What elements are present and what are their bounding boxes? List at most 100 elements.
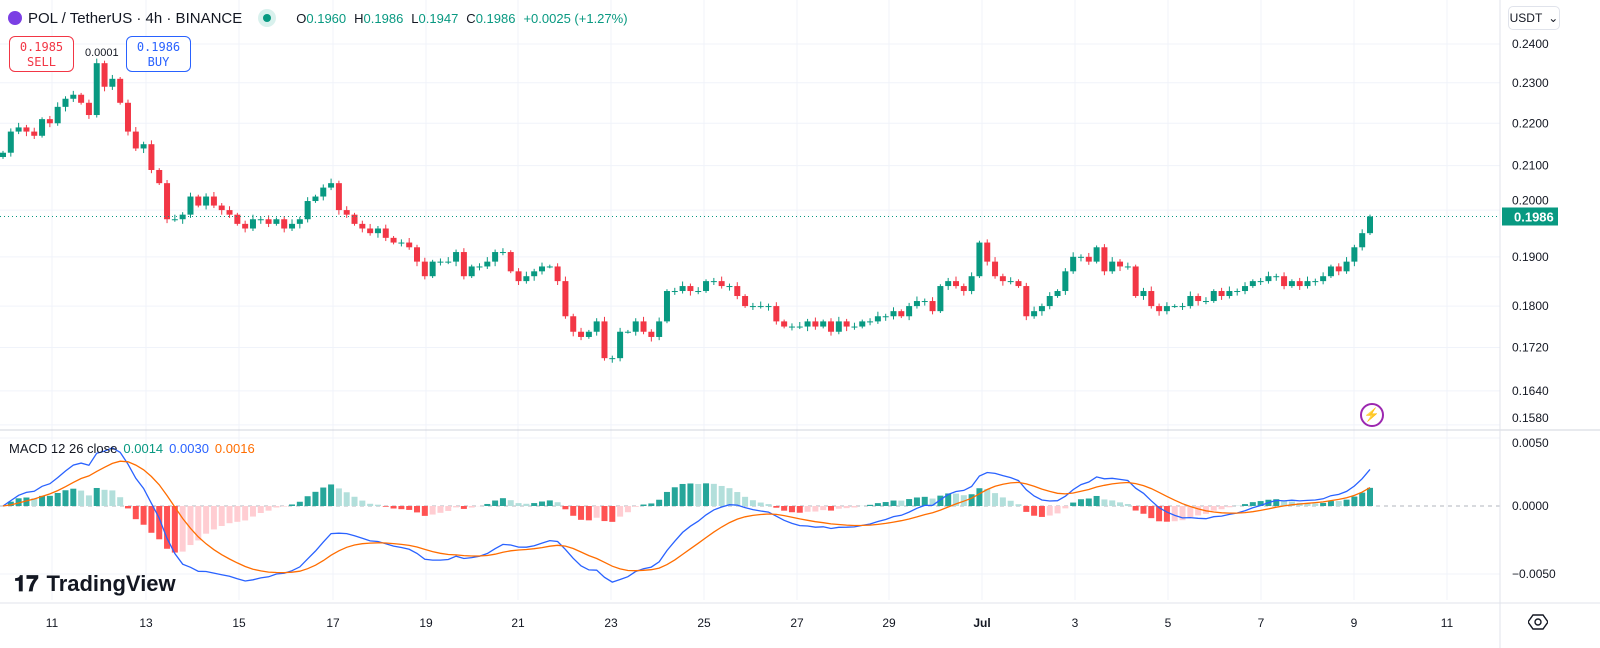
macd-histogram-bar xyxy=(179,506,186,552)
macd-histogram-bar xyxy=(171,506,178,553)
candle xyxy=(781,321,788,327)
candle xyxy=(1257,281,1264,283)
macd-histogram-bar xyxy=(679,483,686,506)
macd-histogram-bar xyxy=(804,506,811,512)
candle xyxy=(554,266,561,282)
candle xyxy=(1367,216,1373,234)
macd-histogram-bar xyxy=(148,506,155,533)
candle xyxy=(710,281,717,283)
time-tick-label: 7 xyxy=(1258,616,1265,630)
candle xyxy=(1320,276,1327,282)
candle xyxy=(742,296,749,307)
macd-histogram-bar xyxy=(570,506,577,516)
macd-histogram-bar xyxy=(1210,506,1217,511)
time-tick-label: 13 xyxy=(139,616,153,630)
buy-button[interactable]: 0.1986 BUY xyxy=(126,36,191,72)
candle xyxy=(242,223,249,229)
candle xyxy=(671,291,678,293)
macd-histogram-bar xyxy=(695,483,702,506)
macd-histogram-bar xyxy=(710,483,717,506)
macd-histogram-bar xyxy=(671,487,678,506)
candle xyxy=(1156,306,1163,312)
settings-icon[interactable] xyxy=(1528,612,1548,632)
candle xyxy=(289,223,296,229)
macd-histogram-bar xyxy=(1359,492,1366,506)
candle xyxy=(1312,281,1319,283)
candle xyxy=(226,210,233,215)
symbol-title[interactable]: POL / TetherUS · 4h · BINANCE xyxy=(28,9,243,27)
candle xyxy=(1038,306,1045,312)
candle xyxy=(1077,256,1084,258)
candle xyxy=(429,261,436,277)
tradingview-logo[interactable]: 𝟏𝟕 TradingView xyxy=(14,571,176,596)
candle xyxy=(195,196,202,206)
candle xyxy=(499,252,506,254)
candle xyxy=(1288,281,1295,287)
candle xyxy=(859,321,866,327)
candle xyxy=(1304,281,1311,287)
macd-histogram-bar xyxy=(1046,506,1053,516)
sell-button[interactable]: 0.1985 SELL xyxy=(9,36,74,72)
candle xyxy=(1070,256,1077,272)
candle xyxy=(1281,276,1288,287)
macd-histogram-bar xyxy=(703,483,710,506)
macd-histogram-bar xyxy=(312,491,319,506)
macd-histogram-bar xyxy=(1242,504,1249,506)
candle xyxy=(85,102,92,116)
macd-histogram-bar xyxy=(1351,496,1358,506)
macd-histogram-bar xyxy=(343,492,350,506)
candle xyxy=(1171,306,1178,308)
macd-histogram-bar xyxy=(437,506,444,513)
lightning-icon[interactable]: ⚡ xyxy=(1360,403,1384,427)
macd-histogram-bar xyxy=(7,501,14,506)
macd-histogram-bar xyxy=(1085,498,1092,506)
candle xyxy=(93,63,100,116)
candle xyxy=(921,301,928,303)
macd-histogram-bar xyxy=(1007,500,1014,506)
candle xyxy=(695,291,702,293)
candle xyxy=(531,271,538,277)
macd-histogram-bar xyxy=(398,506,405,510)
macd-histogram-bar xyxy=(1304,503,1311,506)
candle xyxy=(273,219,280,224)
price-tick-label: 0.2000 xyxy=(1512,193,1549,207)
candle xyxy=(624,331,631,333)
candle xyxy=(523,276,530,282)
currency-select[interactable]: USDT ⌄ xyxy=(1508,6,1560,30)
candle xyxy=(1234,291,1241,293)
macd-histogram-bar xyxy=(85,495,92,506)
candle xyxy=(257,219,264,221)
macd-histogram-bar xyxy=(46,495,53,506)
macd-histogram-bar xyxy=(937,495,944,506)
candle xyxy=(304,201,311,220)
time-tick-label: 5 xyxy=(1165,616,1172,630)
macd-histogram-bar xyxy=(132,506,139,520)
candle xyxy=(1109,261,1116,272)
macd-histogram-bar xyxy=(328,484,335,506)
macd-histogram-bar xyxy=(1171,506,1178,522)
macd-histogram-bar xyxy=(1062,506,1069,509)
macd-histogram-bar xyxy=(453,506,460,508)
candle xyxy=(414,247,421,262)
candle xyxy=(437,261,444,263)
candle xyxy=(1093,247,1100,262)
candle xyxy=(632,321,639,332)
candle xyxy=(1101,247,1108,272)
candle xyxy=(1132,266,1139,297)
candle xyxy=(460,252,467,277)
macd-histogram-bar xyxy=(460,506,467,509)
candle xyxy=(187,196,194,215)
macd-histogram-bar xyxy=(249,506,256,517)
candle xyxy=(484,261,491,267)
macd-histogram-bar xyxy=(1124,504,1131,506)
macd-histogram-bar xyxy=(507,500,514,506)
macd-histogram-bar xyxy=(1226,506,1233,508)
macd-histogram-bar xyxy=(1273,499,1280,506)
time-tick-label: 11 xyxy=(1441,616,1454,630)
macd-histogram-bar xyxy=(78,490,85,506)
candle xyxy=(538,266,545,272)
macd-histogram-bar xyxy=(62,490,69,506)
candle xyxy=(234,214,241,224)
candle xyxy=(101,63,108,87)
